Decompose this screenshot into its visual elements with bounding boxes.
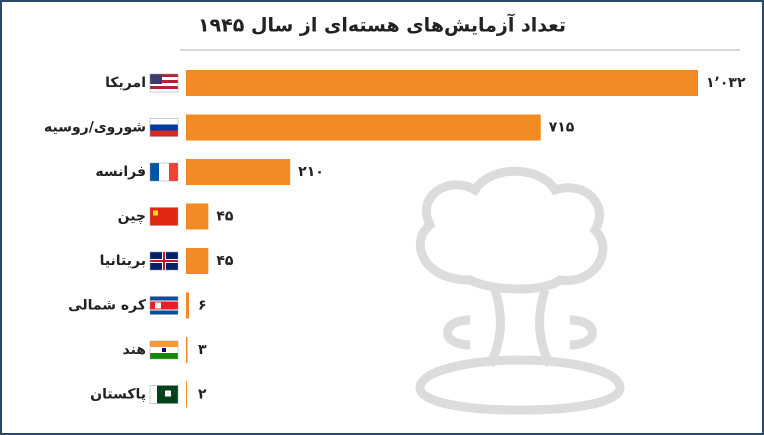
value-label: ۴۵ <box>216 253 234 269</box>
flag-part <box>150 302 178 310</box>
flag-part <box>150 341 178 347</box>
value-label: ۴۵ <box>216 209 234 225</box>
flag-part <box>150 163 159 181</box>
bar <box>186 248 208 274</box>
bar <box>186 70 698 96</box>
value-label: ۱٬۰۳۲ <box>706 75 746 91</box>
flag-part <box>150 208 178 226</box>
flag-part <box>163 252 165 270</box>
category-label: امریکا <box>105 75 146 91</box>
flag-part <box>150 125 178 131</box>
flag-part <box>150 74 162 84</box>
flag-part <box>155 303 161 309</box>
bar <box>186 293 189 319</box>
flag-part <box>150 386 157 404</box>
value-label: ۲ <box>198 387 207 403</box>
chart: تعداد آزمایش‌های هسته‌ای از سال ۱۹۴۵ امر… <box>0 0 764 435</box>
flag-part <box>150 119 178 125</box>
bar <box>186 337 187 363</box>
category-label: چین <box>118 209 146 225</box>
value-label: ۶ <box>198 298 207 314</box>
category-label: هند <box>122 342 146 358</box>
category-label: کره شمالی <box>68 298 147 314</box>
frame <box>1 1 763 434</box>
flag-part <box>165 391 171 397</box>
category-label: بریتانیا <box>100 253 146 269</box>
flag-part <box>162 348 166 352</box>
flag-part <box>150 89 178 92</box>
bar <box>186 382 187 408</box>
flag-part <box>169 163 178 181</box>
flag-part <box>159 163 169 181</box>
category-label: شوروی/روسیه <box>44 120 146 136</box>
value-label: ۳ <box>198 342 207 358</box>
bar <box>186 159 290 185</box>
flag-part <box>153 211 158 216</box>
chart-title: تعداد آزمایش‌های هسته‌ای از سال ۱۹۴۵ <box>198 13 566 37</box>
value-label: ۷۱۵ <box>549 120 575 136</box>
value-label: ۲۱۰ <box>298 164 324 180</box>
bar <box>186 204 208 230</box>
bar <box>186 115 541 141</box>
flag-part <box>150 131 178 137</box>
category-label: پاکستان <box>90 387 146 403</box>
flag-part <box>150 353 178 359</box>
category-label: فرانسه <box>95 164 146 180</box>
